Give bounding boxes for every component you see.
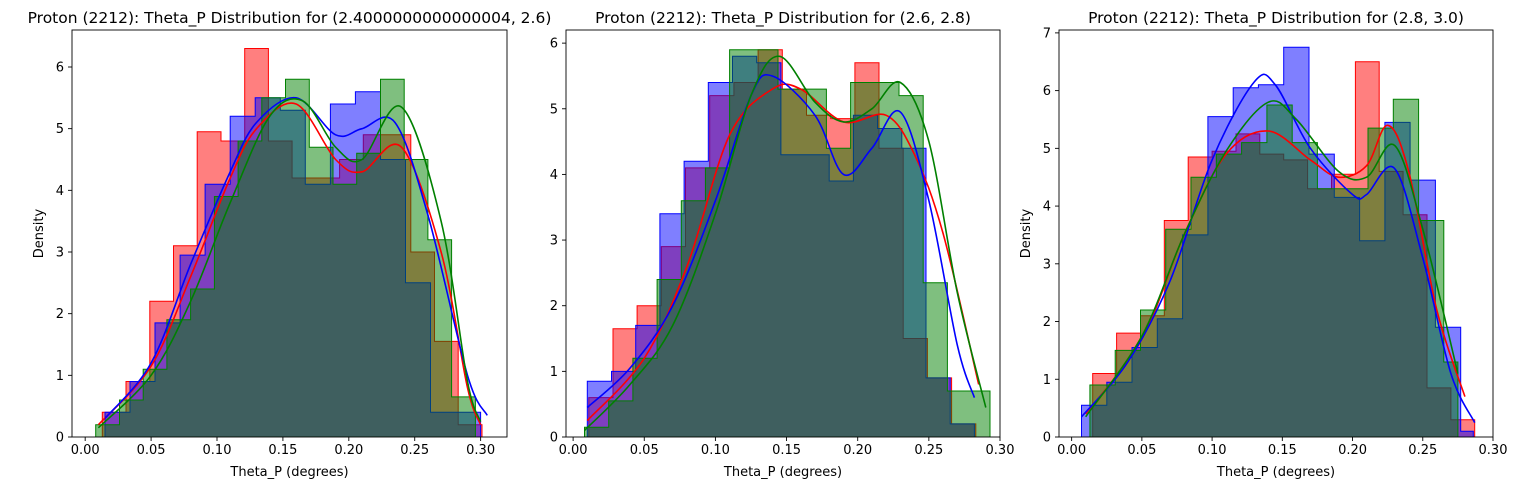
x-tick-label: 0.15 bbox=[772, 443, 801, 458]
y-tick-label: 6 bbox=[550, 37, 558, 52]
x-axis-label: Theta_P (degrees) bbox=[229, 465, 348, 480]
y-tick-label: 6 bbox=[56, 61, 64, 76]
y-tick-label: 4 bbox=[56, 184, 64, 199]
y-axis-label: Density bbox=[1019, 208, 1034, 258]
plot-area bbox=[1080, 46, 1476, 437]
x-tick-label: 0.20 bbox=[843, 443, 872, 458]
chart-title: Proton (2212): Theta_P Distribution for … bbox=[1088, 9, 1464, 28]
x-tick-label: 0.10 bbox=[203, 443, 232, 458]
green-series-histogram bbox=[584, 49, 991, 437]
y-tick-label: 3 bbox=[56, 246, 64, 261]
red-series-kde-curve bbox=[97, 102, 482, 426]
x-tick-label: 0.20 bbox=[1338, 443, 1367, 458]
y-tick-label: 7 bbox=[1043, 26, 1051, 41]
x-axis-label: Theta_P (degrees) bbox=[1216, 465, 1335, 480]
x-tick-label: 0.10 bbox=[1198, 443, 1227, 458]
x-tick-label: 0.00 bbox=[1057, 443, 1086, 458]
green-series-kde-curve bbox=[583, 55, 987, 431]
y-tick-label: 1 bbox=[56, 369, 64, 384]
y-tick-label: 3 bbox=[550, 234, 558, 249]
x-tick-label: 0.25 bbox=[400, 443, 429, 458]
y-tick-label: 4 bbox=[1043, 200, 1051, 215]
x-tick-label: 0.25 bbox=[914, 443, 943, 458]
y-tick-label: 5 bbox=[550, 102, 558, 117]
x-tick-label: 0.15 bbox=[268, 443, 297, 458]
x-tick-label: 0.00 bbox=[559, 443, 588, 458]
chart-title: Proton (2212): Theta_P Distribution for … bbox=[28, 9, 552, 28]
y-tick-label: 4 bbox=[550, 168, 558, 183]
red-series-kde-curve bbox=[586, 83, 980, 422]
y-axis-label: Density bbox=[32, 208, 47, 258]
axes-frame bbox=[71, 29, 508, 438]
x-tick-label: 0.30 bbox=[466, 443, 495, 458]
green-series-histogram bbox=[95, 78, 476, 437]
y-tick-label: 0 bbox=[1043, 431, 1051, 446]
plot-area bbox=[583, 49, 991, 437]
blue-series-kde-curve bbox=[1080, 73, 1476, 423]
axes-frame bbox=[565, 29, 1001, 438]
x-tick-label: 0.30 bbox=[986, 443, 1015, 458]
y-tick-label: 2 bbox=[1043, 315, 1051, 330]
y-tick-label: 2 bbox=[56, 307, 64, 322]
y-tick-label: 5 bbox=[56, 122, 64, 137]
y-tick-label: 1 bbox=[550, 365, 558, 380]
y-tick-label: 0 bbox=[550, 431, 558, 446]
plot-area bbox=[95, 48, 488, 437]
blue-series-kde-curve bbox=[586, 73, 976, 409]
x-axis-label: Theta_P (degrees) bbox=[723, 465, 842, 480]
y-tick-label: 0 bbox=[56, 431, 64, 446]
y-tick-label: 2 bbox=[550, 299, 558, 314]
y-tick-label: 5 bbox=[1043, 142, 1051, 157]
chart-panel-2: 0.00 0.05 0.10 0.15 0.20 0.25 0.30 0 1 2 3 4 5 6 Proto… bbox=[550, 9, 1015, 480]
axes-frame bbox=[1058, 29, 1494, 438]
x-tick-label: 0.05 bbox=[1127, 443, 1156, 458]
green-series-kde-curve bbox=[97, 97, 482, 429]
x-tick-label: 0.10 bbox=[701, 443, 730, 458]
x-tick-label: 0.20 bbox=[334, 443, 363, 458]
x-tick-label: 0.00 bbox=[71, 443, 100, 458]
x-tick-label: 0.15 bbox=[1268, 443, 1297, 458]
y-tick-label: 6 bbox=[1043, 84, 1051, 99]
green-series-histogram bbox=[1089, 98, 1459, 437]
y-tick-label: 1 bbox=[1043, 373, 1051, 388]
chart-panel-1: 0.00 0.05 0.10 0.15 0.20 0.25 0.30 0 1 2 3 4 5 6 Proto… bbox=[28, 9, 552, 480]
green-series-kde-curve bbox=[1085, 100, 1459, 418]
x-tick-label: 0.05 bbox=[630, 443, 659, 458]
x-tick-label: 0.05 bbox=[137, 443, 166, 458]
y-tick-label: 3 bbox=[1043, 257, 1051, 272]
chart-panel-3: 0.00 0.05 0.10 0.15 0.20 0.25 0.30 0 1 2 3 4 5 6 7 Prot… bbox=[1019, 9, 1507, 480]
x-tick-label: 0.30 bbox=[1479, 443, 1508, 458]
blue-series-kde-curve bbox=[104, 96, 488, 420]
x-tick-label: 0.25 bbox=[1408, 443, 1437, 458]
chart-title: Proton (2212): Theta_P Distribution for … bbox=[595, 9, 971, 28]
